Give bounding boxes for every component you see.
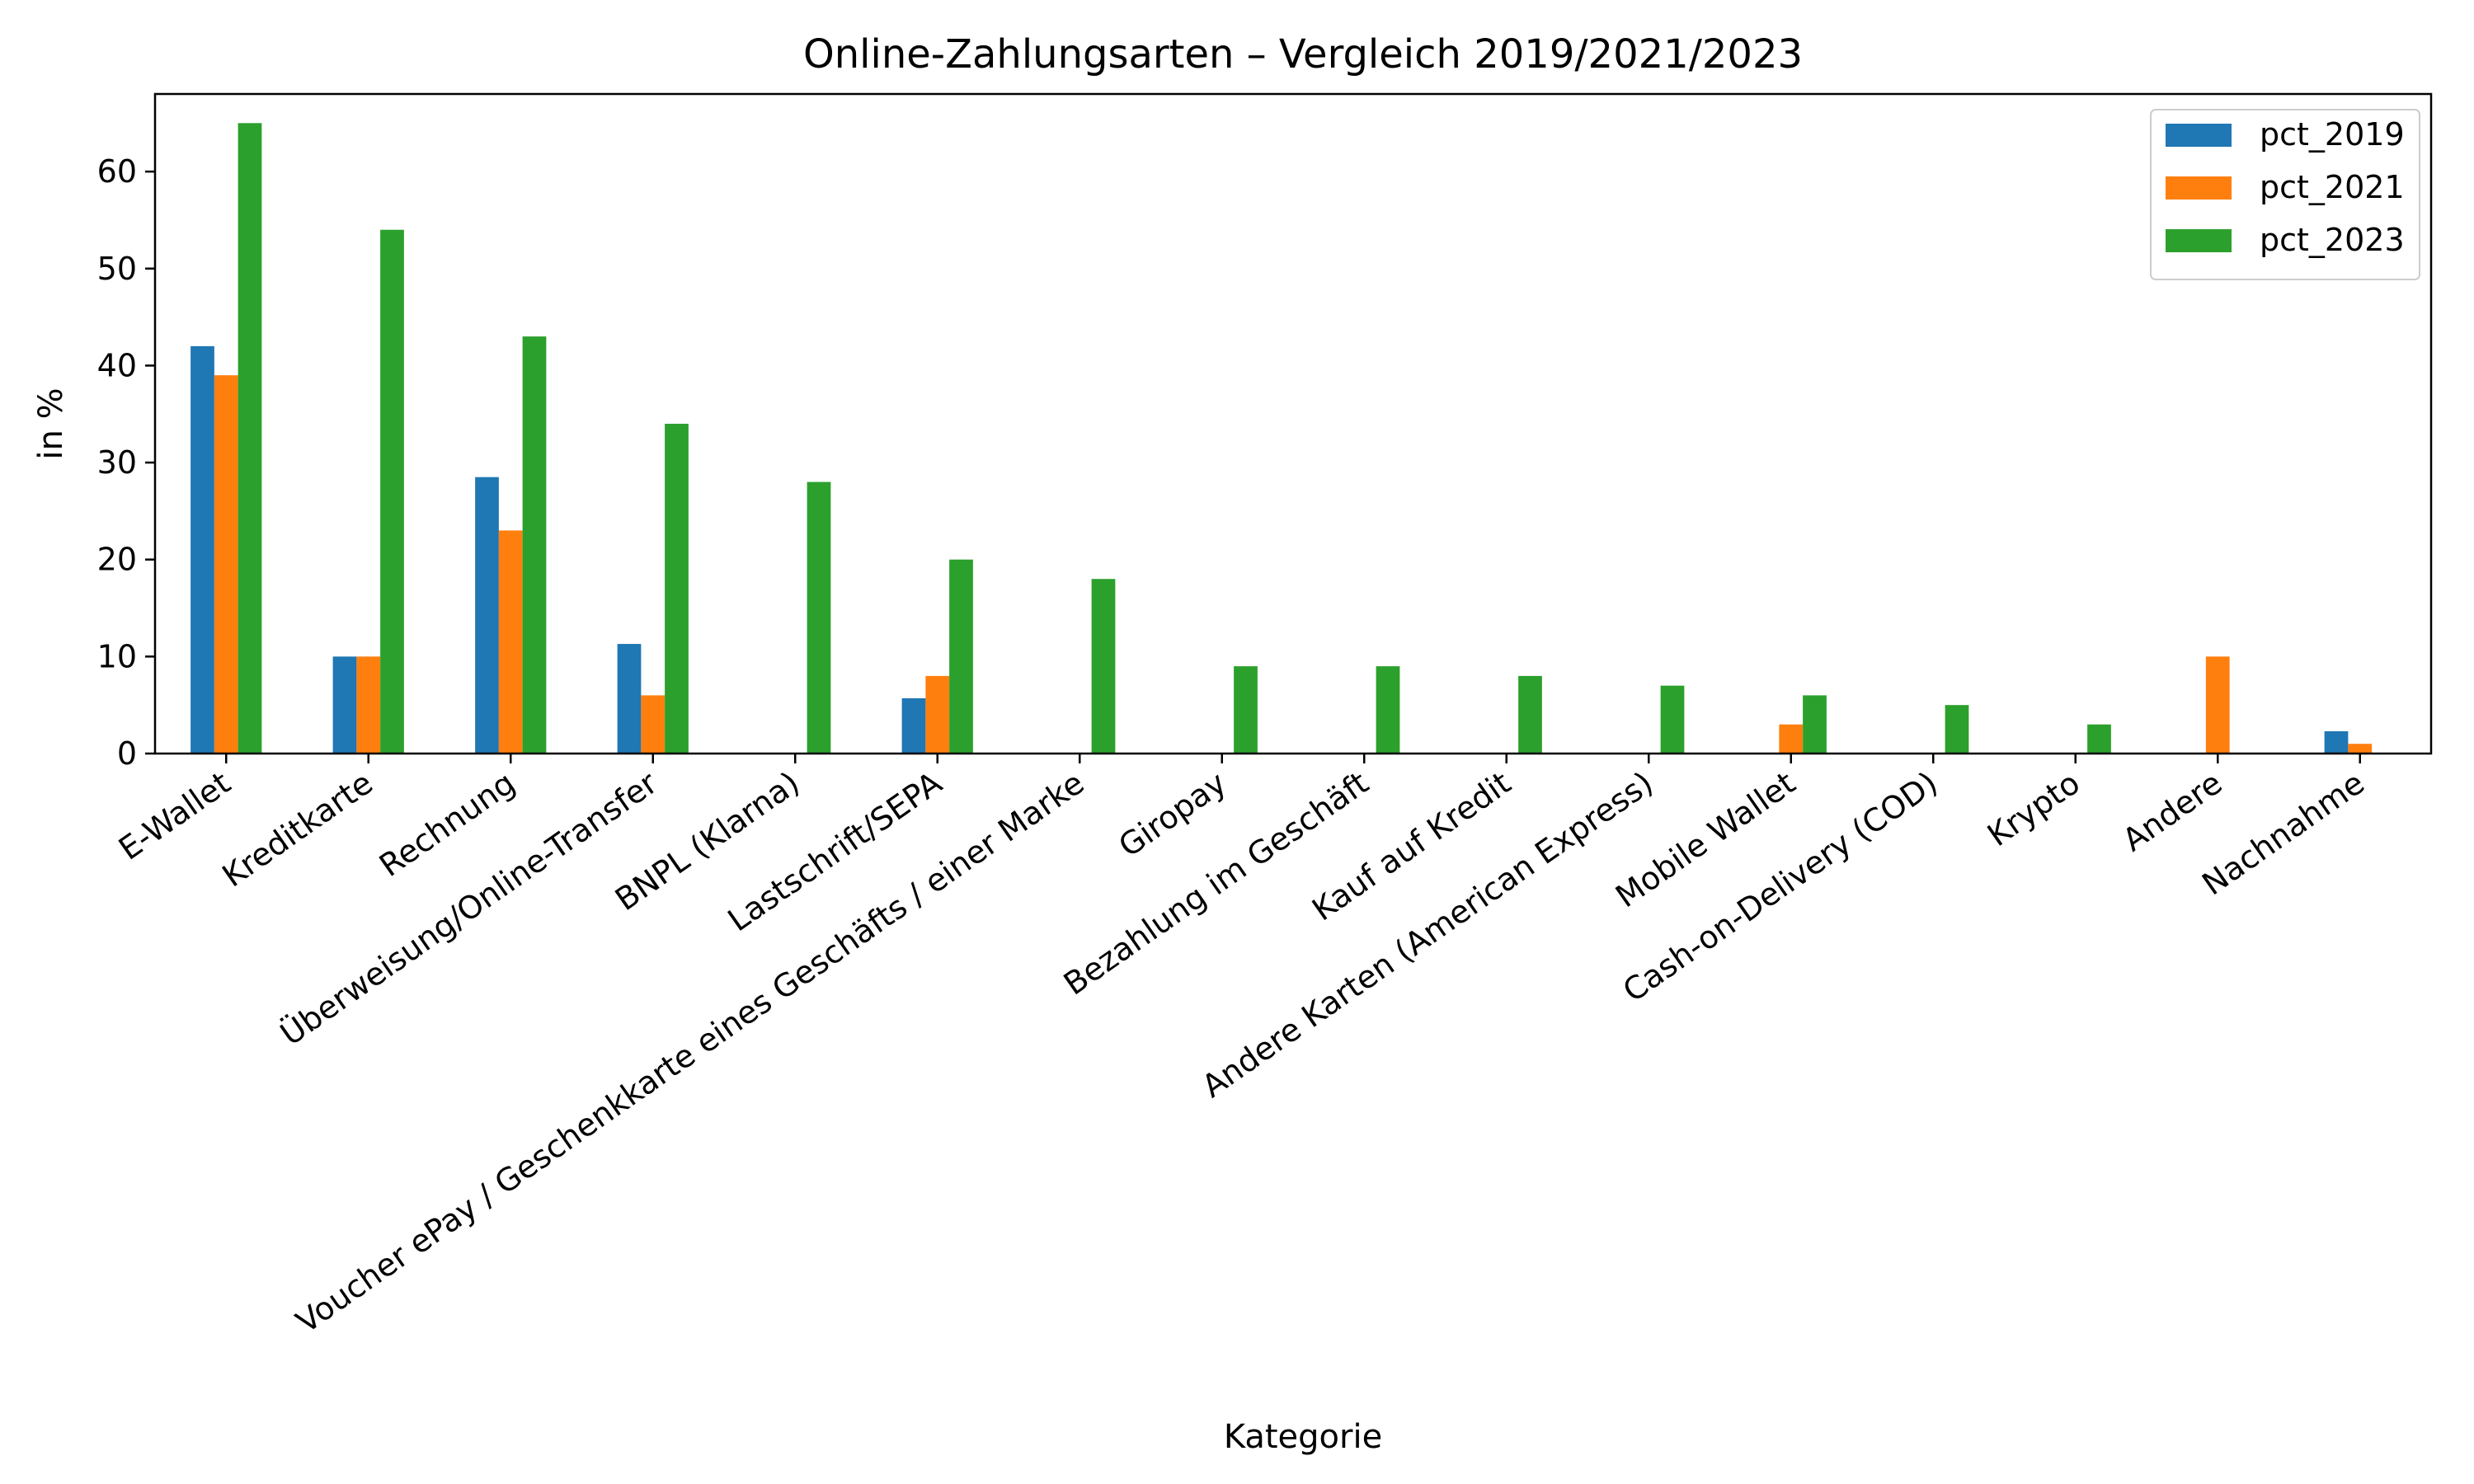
bar-pct_2023 [807,481,831,754]
bar-pct_2023 [1660,685,1685,754]
y-tick-label: 60 [97,153,137,190]
bar-pct_2019 [332,656,357,754]
bar-pct_2019 [901,697,926,754]
x-tick-label: Krypto [1981,764,2086,853]
legend-label-pct_2021: pct_2021 [2260,169,2405,205]
bar-pct_2021 [1779,724,1804,754]
x-tick-label: Kreditkarte [216,764,379,894]
legend: pct_2019 pct_2021 pct_2023 [2150,109,2420,280]
bar-pct_2023 [2087,724,2111,754]
bar-pct_2021 [498,530,523,754]
bars-layer [190,123,2373,754]
y-tick-label: 20 [97,542,137,578]
x-tick-label: Andere [2116,764,2228,858]
bar-pct_2023 [238,123,262,754]
x-tick-label: Giropay [1112,764,1232,864]
bar-pct_2023 [522,336,547,754]
bar-pct_2023 [1376,666,1400,754]
legend-swatch-pct_2023 [2166,229,2232,252]
bar-pct_2019 [617,644,642,754]
bar-pct_2019 [190,345,214,754]
y-axis-label: in % [32,387,70,459]
y-tick-label: 30 [97,444,137,481]
bar-pct_2023 [665,424,689,754]
legend-label-pct_2023: pct_2023 [2260,222,2405,258]
bar-pct_2023 [949,559,973,754]
legend-label-pct_2019: pct_2019 [2260,116,2405,153]
y-tick-label: 50 [97,251,137,287]
bar-pct_2023 [1091,579,1116,754]
legend-swatch-pct_2019 [2166,124,2232,147]
bar-pct_2021 [356,656,381,754]
bar-pct_2021 [2205,656,2230,754]
x-tick-label: E-Wallet [112,764,237,866]
bar-pct_2021 [2348,744,2373,754]
y-tick-label: 40 [97,347,137,383]
chart-title: Online-Zahlungsarten – Vergleich 2019/20… [803,31,1803,77]
bar-pct_2019 [2324,730,2349,754]
y-tick-label: 10 [97,638,137,674]
legend-swatch-pct_2021 [2166,176,2232,200]
y-tick-label: 0 [117,735,137,772]
bar-pct_2023 [1234,666,1258,754]
bar-pct_2023 [1945,705,1969,754]
bar-pct_2023 [1518,675,1542,754]
bar-pct_2023 [380,229,404,754]
x-axis-label: Kategorie [1224,1418,1382,1456]
bar-pct_2023 [1803,695,1827,754]
bar-pct_2021 [641,695,666,754]
bar-pct_2021 [214,375,238,754]
bar-pct_2019 [475,477,499,754]
plot-frame [153,92,2433,755]
bar-pct_2021 [925,675,950,754]
